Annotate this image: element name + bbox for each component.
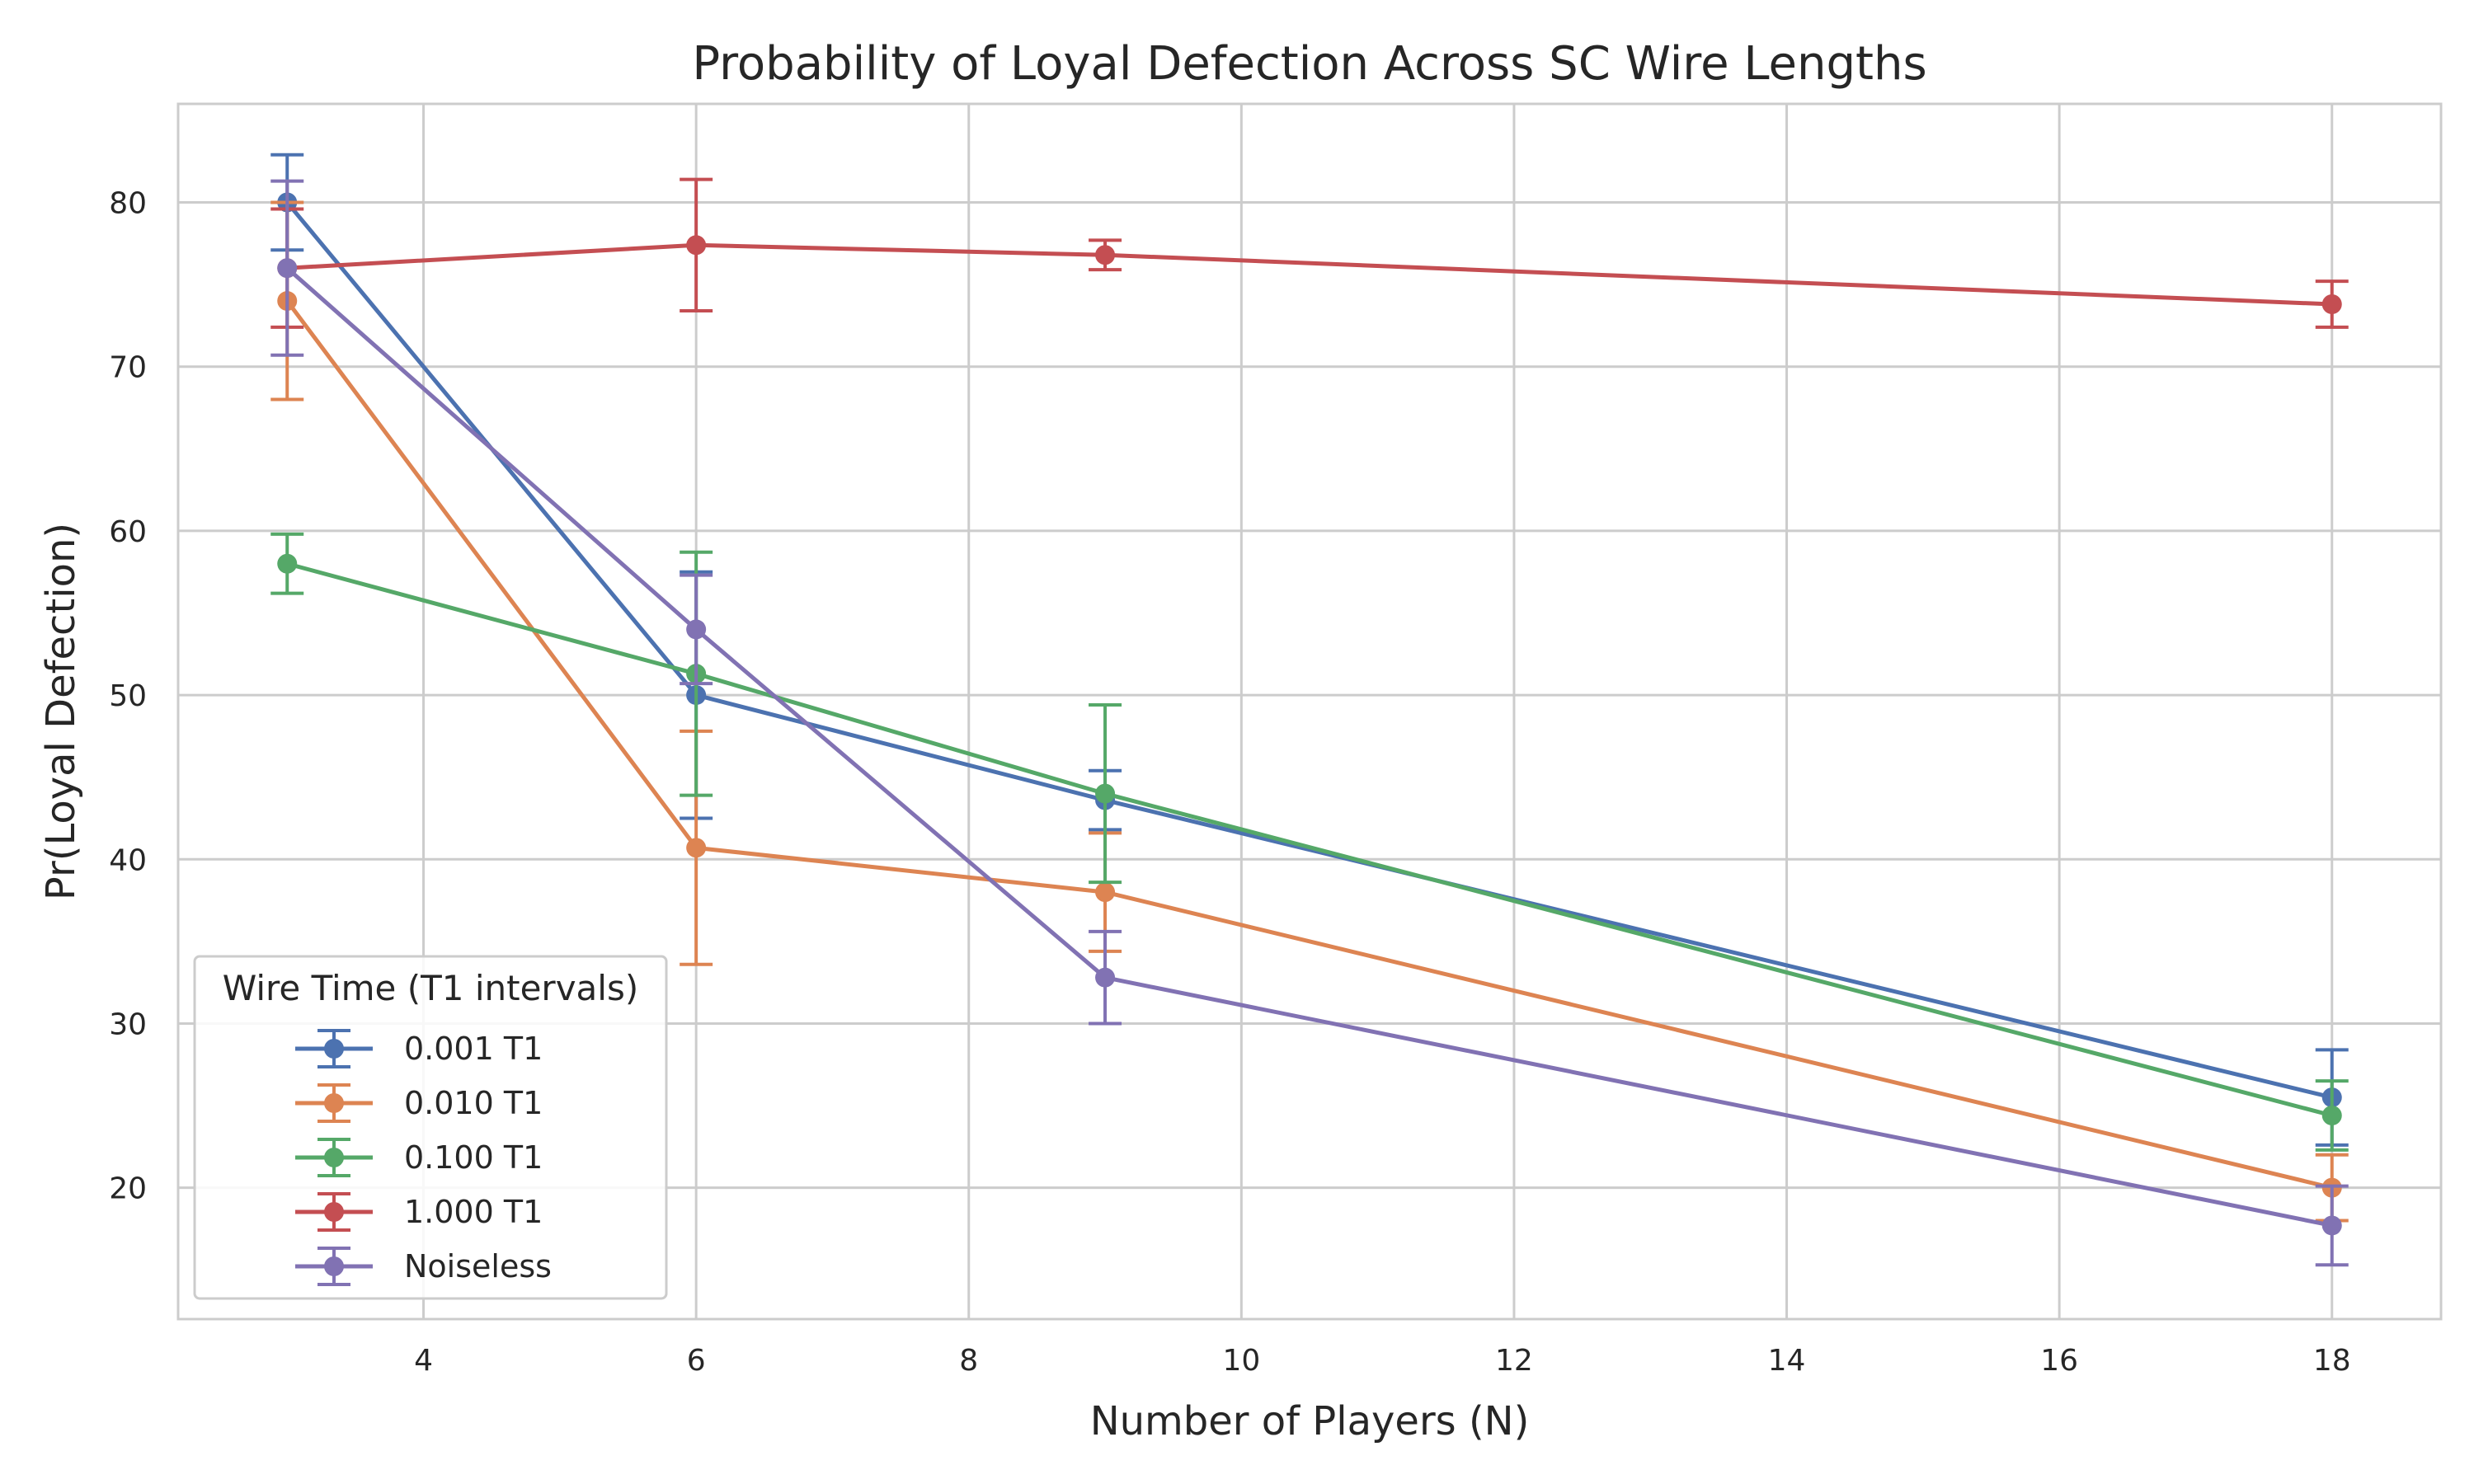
- y-tick-label: 60: [109, 515, 147, 549]
- series-layer: [270, 153, 2349, 1267]
- series-line: [286, 561, 2333, 1118]
- legend-item: Noiseless: [295, 1247, 552, 1286]
- data-point: [686, 838, 707, 858]
- y-tick-label: 70: [109, 351, 147, 385]
- legend-label: 0.100 T1: [404, 1139, 543, 1176]
- data-point: [1095, 245, 1116, 265]
- x-tick-label: 8: [959, 1344, 978, 1378]
- y-tick-label: 50: [109, 679, 147, 713]
- series-line: [287, 242, 2332, 307]
- x-axis-label: Number of Players (N): [1090, 1398, 1530, 1444]
- data-point: [686, 619, 707, 640]
- data-point: [1095, 967, 1116, 988]
- data-point: [2321, 1215, 2342, 1236]
- series-line: [285, 266, 2333, 1228]
- legend-marker: [324, 1148, 344, 1167]
- data-point: [1095, 882, 1116, 903]
- legend-item: 0.001 T1: [295, 1029, 543, 1068]
- x-tick-labels: 4 6 8 10 12 14 16 18: [414, 1344, 2351, 1378]
- legend-marker: [324, 1256, 344, 1276]
- y-tick-label: 30: [109, 1007, 147, 1041]
- legend: Wire Time (T1 intervals) 0.001 T1 0.010 T…: [193, 955, 668, 1300]
- legend-marker: [324, 1202, 344, 1222]
- data-point: [277, 258, 298, 279]
- x-tick-label: 18: [2313, 1344, 2351, 1378]
- data-point: [2321, 1106, 2342, 1126]
- y-tick-label: 40: [109, 843, 147, 877]
- legend-item: 1.000 T1: [295, 1192, 543, 1232]
- x-tick-label: 10: [1222, 1344, 1260, 1378]
- y-tick-labels: 20 30 40 50 60 70 80: [109, 187, 147, 1206]
- data-point: [686, 235, 707, 256]
- data-point: [2321, 294, 2342, 315]
- x-tick-label: 4: [414, 1344, 433, 1378]
- x-tick-label: 14: [1768, 1344, 1806, 1378]
- data-point: [277, 553, 298, 574]
- y-axis-label: Pr(Loyal Defection): [38, 523, 84, 900]
- legend-label: Noiseless: [404, 1248, 552, 1284]
- legend-item: 0.010 T1: [295, 1083, 543, 1123]
- x-tick-label: 6: [687, 1344, 706, 1378]
- x-tick-label: 16: [2040, 1344, 2078, 1378]
- x-tick-label: 12: [1495, 1344, 1533, 1378]
- legend-title: Wire Time (T1 intervals): [223, 968, 638, 1008]
- y-tick-label: 80: [109, 187, 147, 221]
- data-point: [1095, 783, 1116, 804]
- chart-title: Probability of Loyal Defection Across SC…: [692, 37, 1926, 91]
- y-tick-label: 20: [109, 1172, 147, 1206]
- legend-label: 1.000 T1: [404, 1194, 543, 1230]
- series-4: [270, 179, 2349, 1267]
- legend-item: 0.100 T1: [295, 1138, 543, 1177]
- plot-frame: [176, 102, 2443, 1321]
- legend-marker: [324, 1039, 344, 1059]
- legend-label: 0.001 T1: [404, 1031, 543, 1067]
- series-line: [285, 299, 2333, 1190]
- legend-label: 0.010 T1: [404, 1085, 543, 1121]
- legend-marker: [324, 1093, 344, 1113]
- legend-items: 0.001 T1 0.010 T1 0.100 T1 1.000 T1 Noiseles…: [295, 1029, 552, 1286]
